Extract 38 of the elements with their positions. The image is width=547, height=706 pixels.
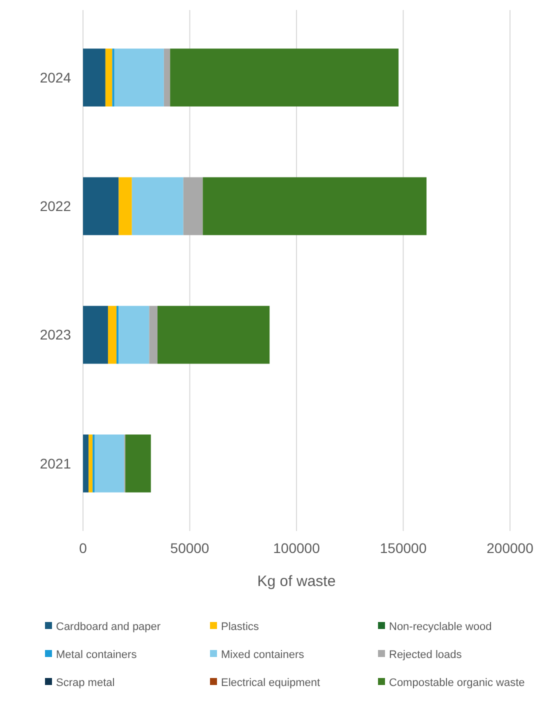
bar: [105, 48, 112, 106]
legend-label: Non-recyclable wood: [389, 620, 492, 633]
bar: [202, 177, 427, 236]
bar: [88, 434, 93, 492]
bar: [108, 306, 117, 364]
x-axis-title: Kg of waste: [257, 573, 336, 590]
legend-label: Rejected loads: [389, 648, 462, 661]
bar: [183, 177, 203, 236]
bar: [83, 177, 119, 236]
x-tick-label: 150000: [380, 540, 427, 556]
bar: [125, 434, 151, 492]
legend-label: Metal containers: [56, 648, 138, 661]
bar: [83, 434, 89, 492]
bar: [83, 306, 108, 364]
legend-label: Plastics: [221, 620, 260, 633]
x-tick-label: 0: [79, 540, 88, 556]
bar: [132, 177, 184, 236]
y-tick-label: 2021: [40, 455, 72, 472]
y-tick-label: 2023: [40, 326, 72, 343]
bar: [83, 48, 106, 106]
x-tick-label: 100000: [273, 540, 320, 556]
bar: [164, 48, 170, 106]
bar: [94, 434, 124, 492]
y-tick-label: 2022: [40, 198, 72, 214]
legend-label: Cardboard and paper: [56, 620, 161, 633]
bar: [114, 48, 164, 106]
bar: [149, 306, 158, 364]
bar: [170, 48, 399, 106]
bar: [118, 306, 150, 364]
x-tick-label: 50000: [170, 540, 210, 556]
bar: [118, 177, 132, 236]
legend-label: Compostable organic waste: [389, 676, 525, 689]
legend-label: Electrical equipment: [221, 676, 320, 689]
y-tick-label: 2024: [40, 69, 72, 86]
legend-label: Mixed containers: [221, 648, 305, 661]
bar: [158, 306, 270, 364]
x-tick-label: 200000: [486, 540, 534, 556]
legend-label: Scrap metal: [56, 676, 115, 689]
